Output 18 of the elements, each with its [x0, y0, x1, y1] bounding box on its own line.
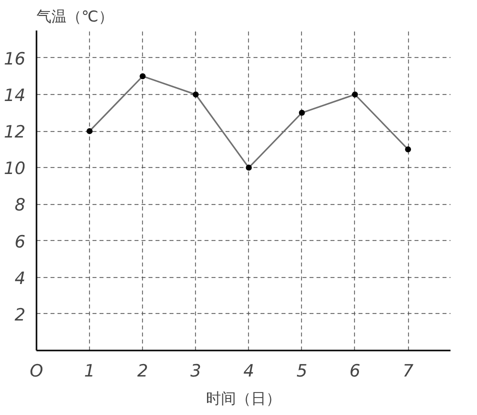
x-tick-label: 6 — [350, 362, 361, 382]
y-tick-label: 16 — [4, 49, 26, 70]
y-tick-label: 14 — [4, 86, 26, 106]
y-tick-label: 10 — [4, 159, 26, 180]
x-tick-label: 5 — [296, 362, 308, 382]
y-tick-label: 12 — [4, 122, 26, 143]
x-tick-label: 1 — [84, 362, 95, 382]
y-tick-label: 4 — [14, 268, 26, 289]
x-tick-label: 4 — [243, 362, 254, 382]
y-axis-title: 气温（℃） — [36, 8, 114, 26]
x-tick-label: O — [30, 362, 44, 382]
x-tick-label: 7 — [402, 362, 414, 382]
y-tick-label: 8 — [14, 196, 26, 216]
y-tick-label: 2 — [14, 305, 26, 326]
x-tick-label: 3 — [190, 362, 202, 382]
y-tick-label: 6 — [14, 232, 26, 252]
x-tick-label: 2 — [137, 362, 148, 382]
x-axis-title: 时间（日） — [206, 390, 281, 408]
